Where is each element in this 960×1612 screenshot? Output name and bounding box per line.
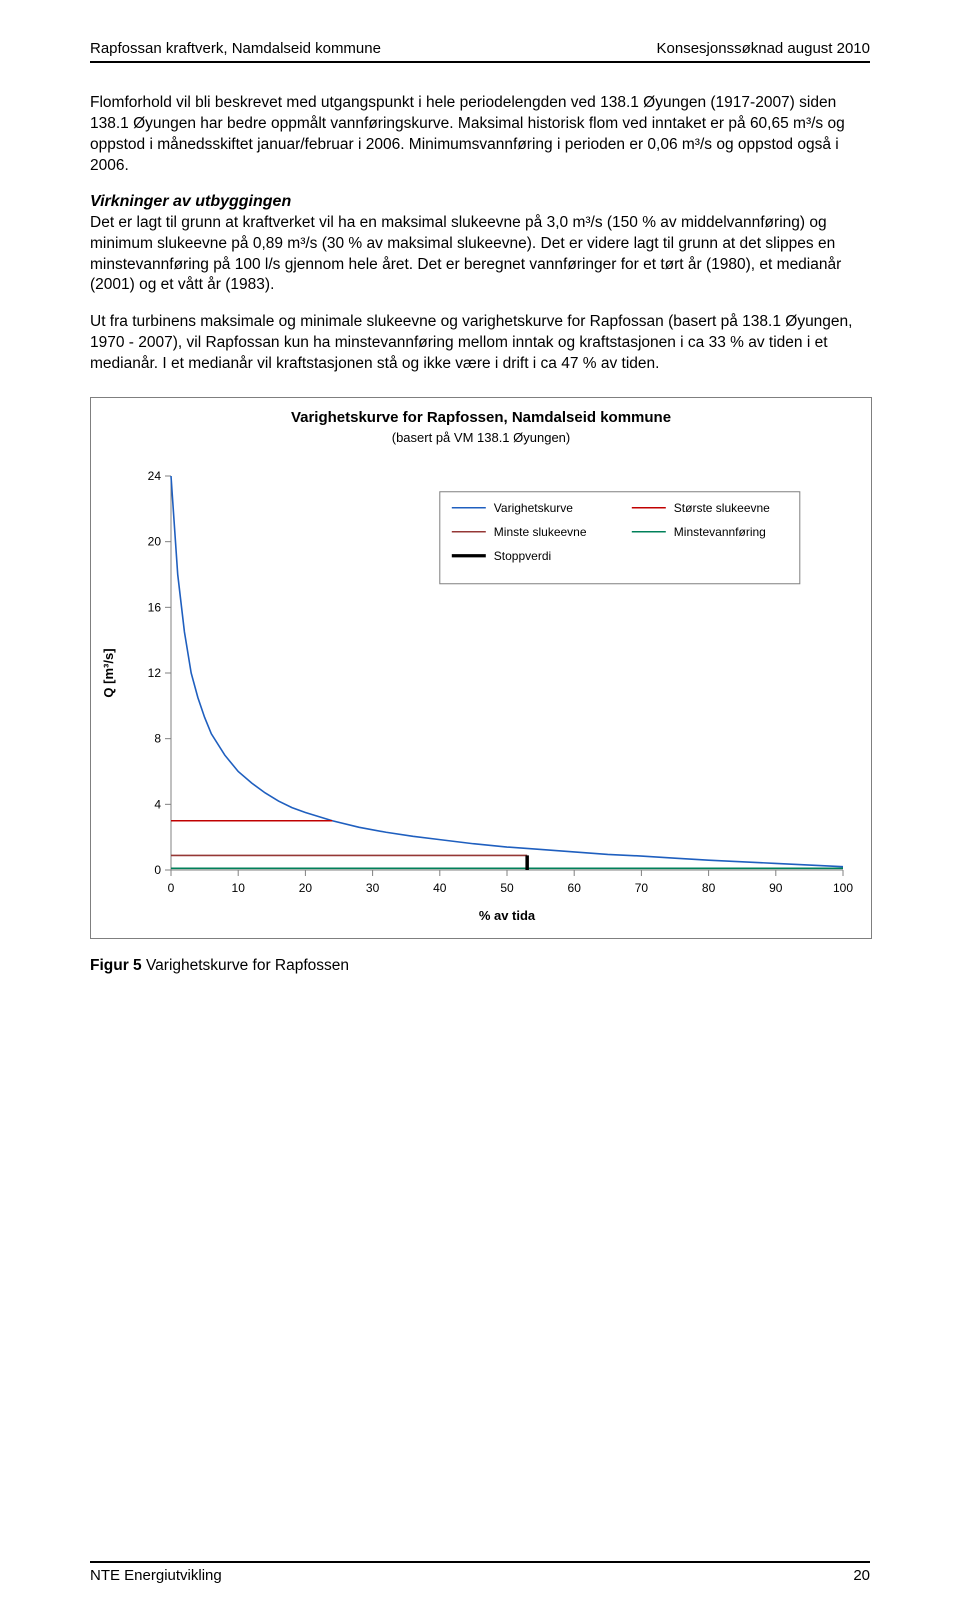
page: Rapfossan kraftverk, Namdalseid kommune … [0,0,960,1612]
svg-text:90: 90 [769,881,783,895]
header-rule [90,61,870,63]
svg-text:0: 0 [168,881,175,895]
svg-text:20: 20 [299,881,313,895]
svg-text:12: 12 [148,666,162,680]
svg-text:0: 0 [154,863,161,877]
page-header: Rapfossan kraftverk, Namdalseid kommune … [90,40,870,61]
page-footer: NTE Energiutvikling 20 [90,1561,870,1584]
duration-curve-svg: Varighetskurve for Rapfossen, Namdalseid… [91,398,871,938]
svg-text:Minstevannføring: Minstevannføring [674,525,766,539]
svg-text:Største slukeevne: Største slukeevne [674,501,770,515]
svg-text:10: 10 [232,881,246,895]
svg-text:16: 16 [148,600,162,614]
svg-text:% av tida: % av tida [479,908,536,923]
svg-text:Q [m³/s]: Q [m³/s] [101,649,116,698]
section-head: Virkninger av utbyggingen [90,193,870,211]
svg-text:Minste slukeevne: Minste slukeevne [494,525,587,539]
svg-text:100: 100 [833,881,853,895]
svg-text:8: 8 [154,732,161,746]
paragraph-3: Ut fra turbinens maksimale og minimale s… [90,312,870,375]
header-left: Rapfossan kraftverk, Namdalseid kommune [90,40,381,57]
figure-label: Figur 5 [90,957,142,974]
footer-right: 20 [853,1567,870,1584]
paragraph-1: Flomforhold vil bli beskrevet med utgang… [90,93,870,177]
svg-text:Varighetskurve: Varighetskurve [494,501,573,515]
header-right: Konsesjonssøknad august 2010 [657,40,870,57]
paragraph-2: Det er lagt til grunn at kraftverket vil… [90,213,870,297]
svg-text:Varighetskurve for Rapfossen,: Varighetskurve for Rapfossen, Namdalseid… [291,409,671,426]
figure-caption: Figur 5 Varighetskurve for Rapfossen [90,957,870,975]
svg-text:4: 4 [154,797,161,811]
figure-text: Varighetskurve for Rapfossen [142,957,349,974]
svg-text:20: 20 [148,535,162,549]
footer-left: NTE Energiutvikling [90,1567,222,1584]
svg-text:60: 60 [568,881,582,895]
svg-text:24: 24 [148,469,162,483]
duration-curve-chart: Varighetskurve for Rapfossen, Namdalseid… [90,397,872,939]
svg-text:80: 80 [702,881,716,895]
svg-text:(basert på VM 138.1 Øyungen): (basert på VM 138.1 Øyungen) [392,430,571,445]
svg-text:70: 70 [635,881,649,895]
svg-text:Stoppverdi: Stoppverdi [494,549,551,563]
svg-text:30: 30 [366,881,380,895]
svg-text:50: 50 [500,881,514,895]
svg-text:40: 40 [433,881,447,895]
